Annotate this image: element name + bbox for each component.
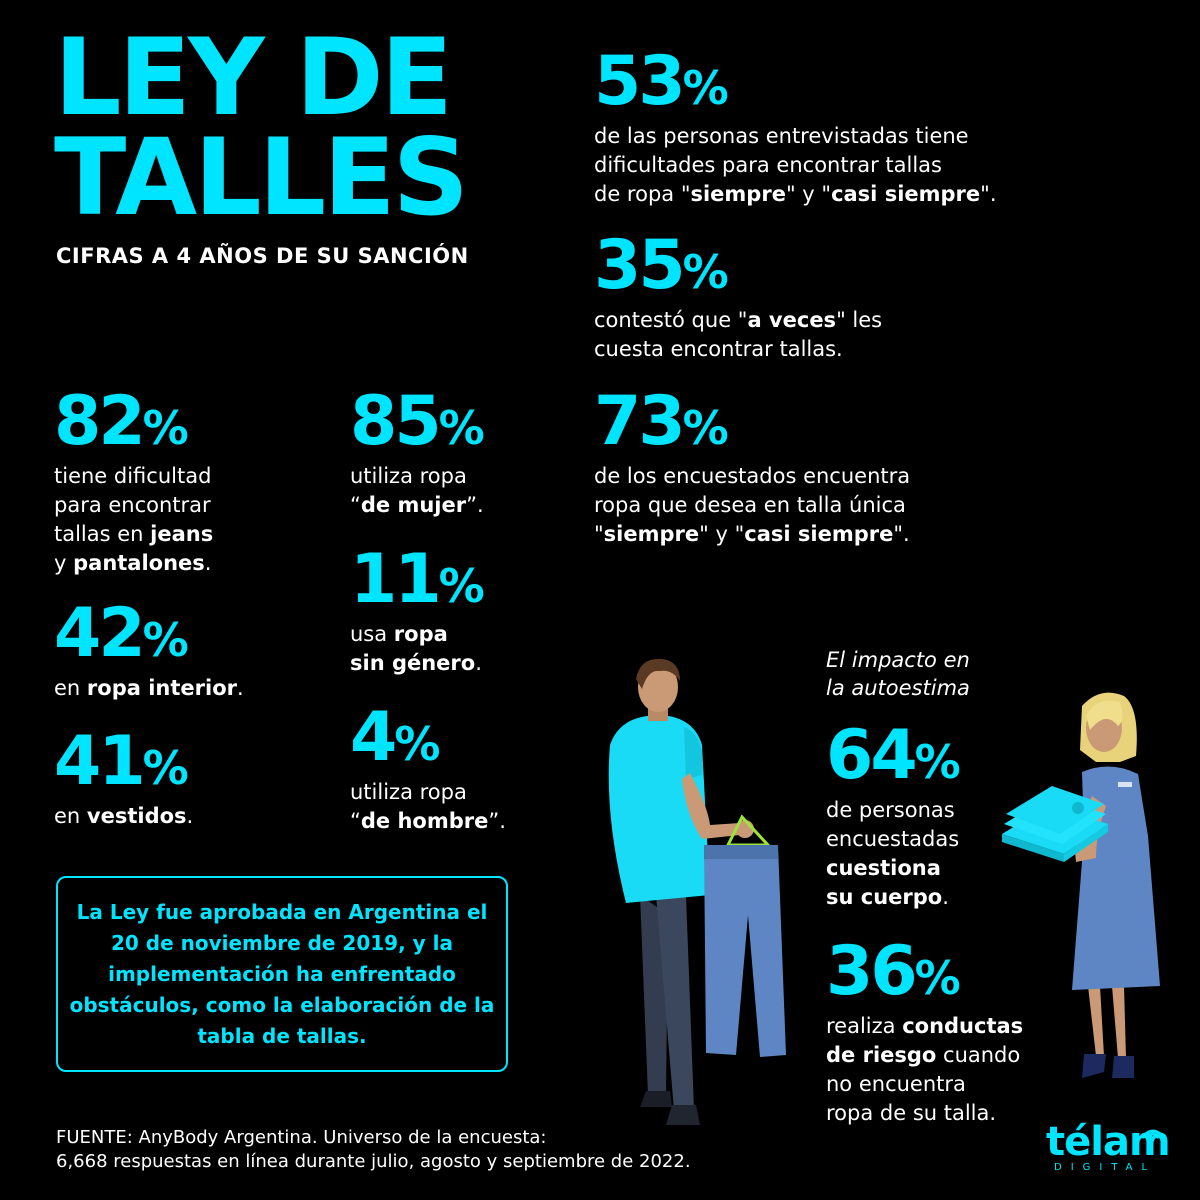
stat-36-value: 36% [826, 932, 961, 1011]
stat-82-value: 82% [54, 382, 189, 461]
stat-35-value: 35% [594, 226, 729, 305]
stat-85-value: 85% [350, 382, 485, 461]
stat-64-value: 64% [826, 716, 961, 795]
stat-35: 35% contestó que "a veces" les cuesta en… [594, 232, 882, 364]
stat-11-text: usa ropa sin género. [350, 622, 482, 675]
page-subtitle: CIFRAS A 4 AÑOS DE SU SANCIÓN [56, 244, 469, 268]
stat-42-value: 42% [54, 594, 189, 673]
stat-53-text: de las personas entrevistadas tiene difi… [594, 124, 997, 206]
stat-41: 41% en vestidos. [54, 728, 193, 831]
stat-11-value: 11% [350, 540, 485, 619]
stat-35-text: contestó que "a veces" les cuesta encont… [594, 308, 883, 361]
stat-4-value: 4% [350, 698, 441, 777]
stat-85: 85% utiliza ropa “de mujer”. [350, 388, 485, 520]
stat-53: 53% de las personas entrevistadas tiene … [594, 48, 997, 209]
stat-73: 73% de los encuestados encuentra ropa qu… [594, 388, 910, 549]
page-title: LEY DE TALLES [54, 16, 469, 239]
stat-82: 82% tiene dificultad para encontrar tall… [54, 388, 213, 578]
info-box: La Ley fue aprobada en Argentina el 20 d… [56, 876, 508, 1072]
stat-53-value: 53% [594, 42, 729, 121]
stat-36: 36% realiza conductas de riesgo cuando n… [826, 938, 1023, 1128]
stat-64: 64% de personas encuestadas cuestiona su… [826, 722, 961, 912]
stat-11: 11% usa ropa sin género. [350, 546, 485, 678]
stat-4: 4% utiliza ropa “de hombre”. [350, 704, 506, 836]
telam-digital-logo: télam DIGITAL [1046, 1119, 1171, 1173]
stat-41-value: 41% [54, 722, 189, 801]
stat-42: 42% en ropa interior. [54, 600, 244, 703]
impact-heading: El impacto en la autoestima [826, 648, 970, 700]
stat-64-text: de personas encuestadas cuestiona su cue… [826, 798, 960, 909]
source-note: FUENTE: AnyBody Argentina. Universo de l… [56, 1127, 691, 1172]
stat-82-text: tiene dificultad para encontrar tallas e… [54, 464, 214, 575]
stat-42-text: en ropa interior. [54, 676, 244, 700]
stat-73-value: 73% [594, 382, 729, 461]
man-holding-pants-illustration [608, 658, 786, 1125]
title-line-1: LEY DE [54, 16, 453, 139]
stat-36-text: realiza conductas de riesgo cuando no en… [826, 1014, 1024, 1125]
stat-85-text: utiliza ropa “de mujer”. [350, 464, 484, 517]
stat-41-text: en vestidos. [54, 804, 194, 828]
title-line-2: TALLES [54, 116, 469, 239]
stat-4-text: utiliza ropa “de hombre”. [350, 780, 506, 833]
signal-icon [1140, 1129, 1166, 1139]
stat-73-text: de los encuestados encuentra ropa que de… [594, 464, 911, 546]
woman-holding-clothes-illustration [1002, 692, 1160, 1078]
